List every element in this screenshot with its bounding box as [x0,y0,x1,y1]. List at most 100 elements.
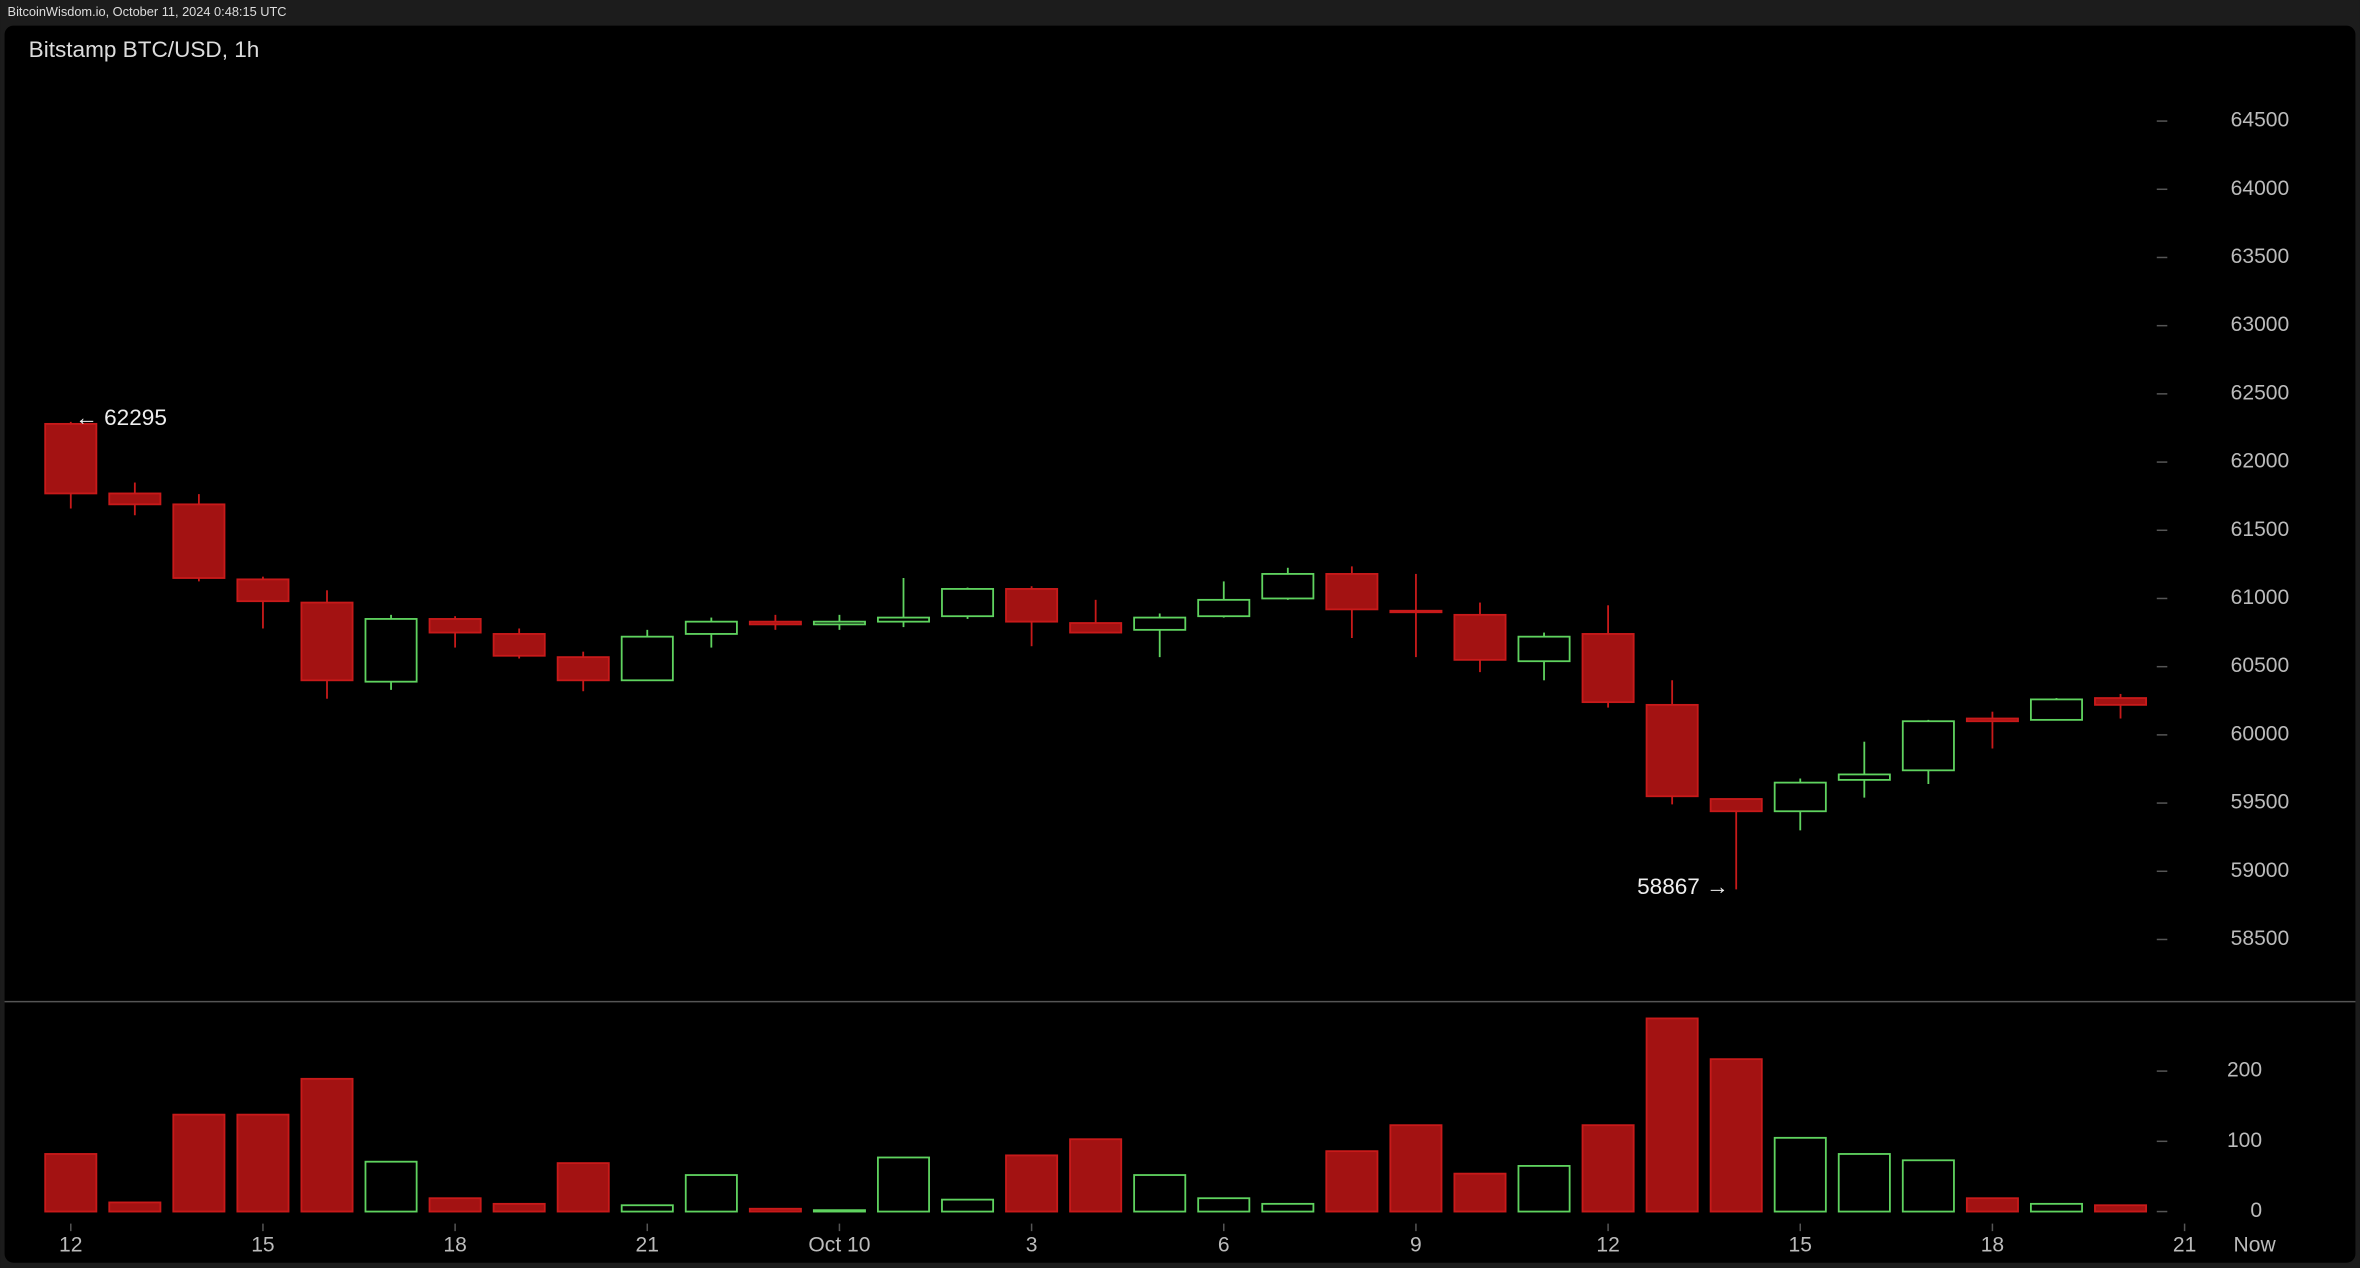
candle-body [684,620,738,635]
volume-tick-label: 100 [2227,1129,2262,1152]
volume-bar [428,1197,482,1213]
candle-body [620,635,674,682]
x-tick-label: 3 [1026,1234,1038,1257]
now-label: Now [2234,1234,2277,1257]
candle-body [108,492,162,506]
volume-bar [1965,1197,2019,1213]
y-tick-label: 62000 [2231,450,2290,473]
y-tick-label: 61000 [2231,586,2290,609]
volume-tick-label: 0 [2250,1199,2262,1222]
y-tick-label: 61500 [2231,518,2290,541]
volume-bar [1325,1150,1379,1213]
volume-bar [1133,1174,1187,1213]
volume-bar [1453,1172,1507,1213]
candle-body [1645,703,1699,798]
volume-bar [620,1204,674,1213]
volume-bar [1581,1124,1635,1213]
candle-body [1709,798,1763,813]
volume-bar [1773,1136,1827,1213]
candle-body [428,618,482,634]
volume-bar [877,1156,930,1213]
candle-body [492,633,546,657]
volume-tick-label: 200 [2227,1059,2262,1082]
x-tick-label: 12 [59,1234,82,1257]
candle-body [2094,697,2148,706]
volume-bar [941,1198,995,1213]
candle-body [2029,698,2083,721]
candle-body [556,656,610,682]
candle-body [236,578,290,603]
chart-frame [4,25,2356,1263]
volume-bar [1517,1165,1571,1213]
candle-body [1389,609,1443,614]
annotation: 58867 → [1637,874,1729,899]
volume-bar [1069,1138,1123,1213]
candle-body [1197,598,1251,618]
volume-bar [364,1160,418,1213]
volume-bar [1645,1017,1699,1213]
candle-body [1453,613,1507,661]
candle-body [172,503,226,579]
candle-body [1005,588,1059,623]
volume-bar [108,1201,162,1213]
volume-bar [812,1209,866,1213]
volume-bar [2094,1204,2148,1213]
x-tick-label: 21 [636,1234,659,1257]
volume-bar [1837,1153,1891,1213]
volume-bar [1901,1159,1955,1213]
y-tick-label: 63000 [2231,313,2290,336]
x-tick-label: 6 [1218,1234,1230,1257]
candle-body [1325,573,1379,611]
candle-body [1901,720,1955,772]
annotation: ← 62295 [75,405,167,430]
volume-bar [684,1174,738,1213]
candle-body [1261,573,1315,600]
candle-body [44,422,98,495]
candle-body [364,618,418,683]
volume-bar [2029,1202,2083,1213]
volume-bar [1389,1124,1443,1213]
x-tick-label: 18 [1981,1234,2004,1257]
x-tick-label: 21 [2173,1234,2196,1257]
volume-bar [1197,1197,1251,1213]
y-tick-label: 64000 [2231,177,2290,200]
x-tick-label: Oct 10 [808,1234,870,1257]
y-tick-label: 60500 [2231,654,2290,677]
volume-bar [1261,1202,1315,1213]
volume-bar [492,1202,546,1213]
header-text: BitcoinWisdom.io, October 11, 2024 0:48:… [8,4,287,19]
y-tick-label: 59500 [2231,791,2290,814]
y-tick-label: 59000 [2231,859,2290,882]
volume-bar [236,1113,290,1213]
y-tick-label: 63500 [2231,245,2290,268]
volume-bar [1709,1058,1763,1213]
y-tick-label: 62500 [2231,381,2290,404]
y-tick-label: 64500 [2231,109,2290,132]
candle-body [748,620,802,626]
x-tick-label: 9 [1410,1234,1422,1257]
y-tick-label: 60000 [2231,722,2290,745]
candle-body [1837,773,1891,781]
volume-bar [556,1162,610,1213]
volume-bar [748,1207,802,1213]
candle-body [1773,781,1827,813]
volume-bar [172,1113,226,1213]
volume-bar [1005,1154,1059,1213]
x-tick-label: 18 [443,1234,466,1257]
x-tick-label: 15 [251,1234,274,1257]
x-tick-label: 15 [1789,1234,1812,1257]
volume-bar [44,1153,98,1213]
volume-bar [300,1077,354,1213]
candle-body [1581,633,1635,704]
candle-body [1965,717,2019,723]
candle-body [812,620,866,626]
candle-body [300,601,354,682]
candle-body [1517,635,1571,663]
candle-body [941,588,995,618]
candle-body [1069,622,1123,634]
candle-body [1133,616,1187,631]
chart-title: Bitstamp BTC/USD, 1h [29,37,260,62]
x-tick-label: 12 [1596,1234,1619,1257]
